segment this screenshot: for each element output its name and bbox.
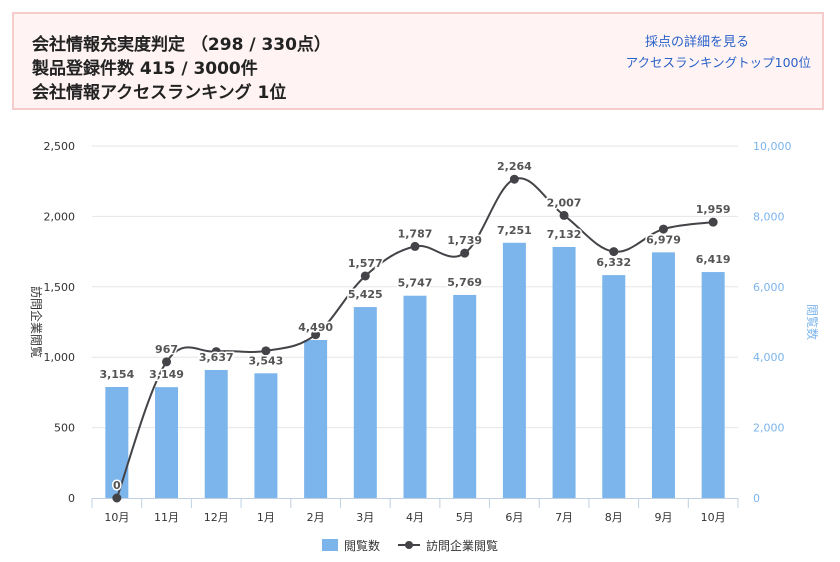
bar-data-label: 5,425 [348,288,383,301]
bar-viewcount [701,272,725,498]
bar-data-label: 6,419 [696,253,731,266]
x-axis-category-label: 1月 [257,511,275,524]
left-axis-tick-label: 500 [54,422,75,435]
bar-viewcount [403,295,427,498]
line-point [410,241,420,251]
x-axis-category-label: 7月 [555,511,573,524]
bar-data-label: 3,637 [199,351,234,364]
right-axis-tick-label: 0 [753,492,760,505]
bar-viewcount [453,294,477,498]
bar-data-label: 7,251 [497,224,532,237]
x-axis-category-label: 9月 [654,511,672,524]
bar-data-label: 6,332 [596,256,631,269]
bar-viewcount [254,373,278,498]
score-detail-link[interactable]: 採点の詳細を見る [644,35,749,50]
line-data-label: 2,007 [547,196,582,209]
ranking-top100-link[interactable]: アクセスランキングトップ100位 [625,55,811,70]
x-axis-category-label: 10月 [701,511,726,524]
x-axis-category-label: 8月 [605,511,623,524]
bar-viewcount [651,252,675,498]
line-point [509,174,519,184]
line-data-label: 1,739 [447,234,482,247]
bar-data-label: 3,543 [249,354,284,367]
bar-data-label: 3,149 [149,368,184,381]
line-point [360,271,370,281]
legend-line-marker [405,541,413,549]
line-point [609,247,619,257]
left-axis-tick-label: 1,500 [44,281,76,294]
line-data-label: 1,787 [398,227,433,240]
line-data-label: 1,577 [348,257,383,270]
line-data-label: 967 [155,343,178,356]
line-point [112,493,122,503]
x-axis-category-label: 3月 [356,511,374,524]
bar-data-label: 4,490 [298,321,333,334]
product-count-text: 製品登録件数 415 / 3000件 [32,59,258,79]
summary-panel: 会社情報充実度判定 （298 / 330点） 製品登録件数 415 / 3000… [12,12,824,110]
bar-viewcount [502,242,526,498]
line-data-label: 2,264 [497,160,532,173]
bar-viewcount [155,387,179,498]
line-point [559,210,569,220]
left-axis-tick-label: 1,000 [44,351,76,364]
left-axis-tick-label: 0 [68,492,75,505]
bar-viewcount [353,307,377,498]
left-axis-tick-label: 2,000 [44,210,76,223]
right-axis-tick-label: 8,000 [753,210,785,223]
bar-data-label: 5,747 [398,277,433,290]
bar-viewcount [602,275,626,498]
x-axis-category-label: 10月 [104,511,129,524]
bar-data-label: 6,979 [646,233,681,246]
score-title: 会社情報充実度判定 （298 / 330点） [32,35,331,55]
line-point [658,224,668,234]
x-axis-category-label: 2月 [307,511,325,524]
bar-viewcount [204,369,228,498]
line-point [211,347,221,357]
legend-line-label: 訪問企業閲覧 [426,538,498,553]
access-ranking-text: 会社情報アクセスランキング 1位 [32,83,287,103]
bar-viewcount [552,246,576,498]
bar-viewcount [105,386,129,498]
right-axis-tick-label: 2,000 [753,422,785,435]
bar-viewcount [304,339,328,498]
line-point [708,217,718,227]
bar-data-label: 7,132 [547,228,582,241]
line-point [261,346,271,356]
line-point [311,330,321,340]
left-axis-title: 訪問企業閲覧 [29,286,44,358]
bar-data-label: 5,769 [447,276,482,289]
right-axis-title: 閲覧数 [805,304,820,340]
line-data-label: 0 [113,479,121,492]
x-axis-category-label: 6月 [505,511,523,524]
x-axis-category-label: 4月 [406,511,424,524]
line-point [162,357,172,367]
right-axis-tick-label: 6,000 [753,281,785,294]
legend-bar-label: 閲覧数 [344,538,380,553]
x-axis-category-label: 12月 [204,511,229,524]
legend-bar-swatch [322,539,338,551]
right-axis-tick-label: 10,000 [753,140,792,153]
bar-data-label: 3,154 [99,368,134,381]
left-axis-tick-label: 2,500 [44,140,76,153]
line-data-label: 1,959 [696,203,731,216]
x-axis-category-label: 11月 [154,511,179,524]
line-point [460,248,470,258]
x-axis-category-label: 5月 [456,511,474,524]
right-axis-tick-label: 4,000 [753,351,785,364]
